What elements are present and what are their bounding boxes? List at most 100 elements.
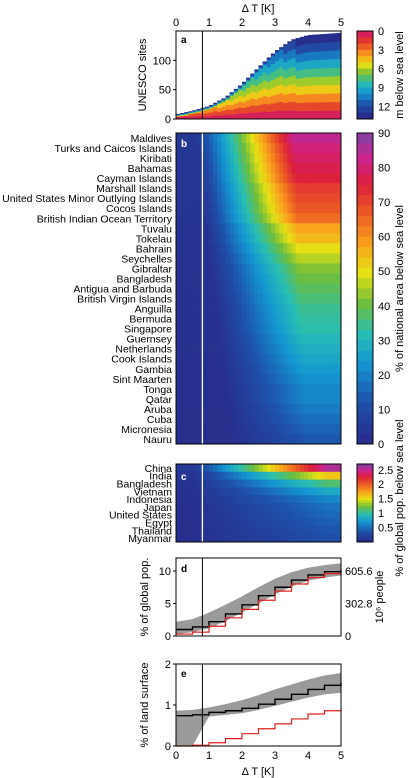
panel-c-cell — [237, 518, 243, 527]
panel-b-cell — [213, 153, 218, 164]
panel-e-y-tick-label: 0 — [165, 741, 171, 753]
panel-b-cell — [188, 183, 193, 194]
panel-a-band-cell — [308, 43, 313, 53]
panel-c-cell — [184, 464, 189, 473]
panel-c-cell — [336, 471, 342, 481]
panel-b-cell — [200, 313, 206, 325]
panel-c-cell — [237, 495, 243, 504]
panel-a-band-cell — [279, 84, 284, 94]
panel-b-cell — [324, 313, 330, 325]
panel-c-cell — [250, 526, 255, 535]
panel-b-cell — [316, 253, 321, 264]
panel-b-cell — [320, 313, 325, 325]
panel-b-cell — [250, 423, 255, 435]
panel-b-cell — [213, 203, 218, 214]
panel-a-band-cell — [299, 45, 305, 54]
panel-c-cell — [270, 495, 276, 504]
panel-c-cell — [328, 471, 334, 481]
panel-b-cell — [180, 153, 185, 164]
panel-b-cell — [295, 293, 301, 305]
panel-b-cell — [213, 243, 218, 254]
panel-b-cell — [204, 273, 210, 284]
panel-b-cell — [320, 163, 325, 174]
panel-b-cell — [258, 313, 264, 325]
panel-a-band-cell — [336, 75, 342, 85]
panel-c-cell — [213, 495, 218, 504]
panel-b-cell — [308, 263, 313, 274]
panel-b-cell — [254, 433, 259, 445]
panel-b-cell — [217, 273, 222, 284]
panel-c-cell — [225, 495, 231, 504]
panel-a-band-cell — [229, 109, 235, 115]
panel-b-cell — [237, 363, 243, 375]
panel-a-band-cell — [180, 116, 185, 120]
panel-b-cell — [287, 343, 292, 355]
panel-b-cell — [324, 223, 330, 234]
panel-b-cell — [184, 173, 189, 184]
panel-b-cell — [299, 133, 305, 144]
panel-c-cell — [188, 495, 193, 504]
panel-a-band-cell — [336, 67, 342, 77]
panel-a-band-cell — [303, 69, 309, 78]
panel-a-band-cell — [308, 93, 313, 103]
panel-b-cell — [237, 263, 243, 274]
panel-b-cell — [209, 413, 214, 425]
panel-c-colorbar-swatch — [357, 479, 373, 483]
panel-a-colorbar-tick: 12 — [378, 101, 390, 113]
panel-c-cell — [225, 487, 231, 496]
panel-c-colorbar-swatch — [357, 539, 373, 543]
panel-b-cell — [299, 143, 305, 154]
panel-c-cell — [246, 510, 251, 520]
panel-b-cell — [192, 413, 198, 425]
panel-b-cell — [332, 383, 338, 395]
panel-c-cell — [316, 487, 321, 496]
panel-b-cell — [213, 353, 218, 365]
panel-b-cell — [180, 163, 185, 174]
panel-a-band-cell — [279, 47, 284, 49]
panel-a-band-cell — [176, 115, 181, 117]
panel-b-cell — [217, 163, 222, 174]
panel-b-cell — [200, 323, 206, 335]
panel-c-cell — [209, 464, 214, 473]
panel-b-cell — [242, 223, 247, 234]
panel-b-cell — [324, 233, 330, 244]
panel-b-cell — [233, 383, 239, 395]
panel-b-cell — [295, 143, 301, 154]
panel-b-cell — [217, 413, 222, 425]
panel-a-band-cell — [258, 97, 264, 105]
panel-b-cell — [279, 433, 284, 445]
panel-b-cell — [237, 183, 243, 194]
panel-b-cell — [303, 193, 309, 204]
panel-b-cell — [229, 273, 235, 284]
panel-b-cell — [279, 133, 284, 144]
panel-c-cell — [213, 487, 218, 496]
panel-c-cell — [213, 518, 218, 527]
panel-d-right-tick-label: 605.6 — [345, 566, 373, 578]
panel-a-band-cell — [312, 76, 317, 86]
panel-b-cell — [237, 133, 243, 144]
panel-b-cell — [336, 133, 342, 144]
panel-b-row-label: Netherlands — [115, 344, 172, 356]
panel-b-cell — [242, 403, 247, 415]
panel-b-cell — [308, 343, 313, 355]
panel-c-colorbar-swatch — [357, 516, 373, 520]
panel-c-cell — [324, 487, 330, 496]
panel-a-band-cell — [332, 101, 338, 111]
panel-a-band-cell — [180, 113, 185, 115]
panel-b-cell — [320, 153, 325, 164]
panel-b-cell — [192, 363, 198, 375]
panel-b-cell — [308, 433, 313, 445]
panel-c-cell — [270, 534, 276, 543]
panel-b-cell — [299, 243, 305, 254]
panel-b-cell — [283, 193, 288, 204]
panel-a-band-cell — [221, 102, 226, 107]
panel-b-cell — [180, 233, 185, 244]
panel-b-cell — [246, 373, 251, 385]
panel-b-cell — [209, 343, 214, 355]
panel-b-cell — [200, 203, 206, 214]
panel-c-cell — [328, 510, 334, 520]
panel-a-band-cell — [283, 61, 288, 71]
panel-b-cell — [295, 253, 301, 264]
panel-c-cell — [275, 487, 280, 496]
